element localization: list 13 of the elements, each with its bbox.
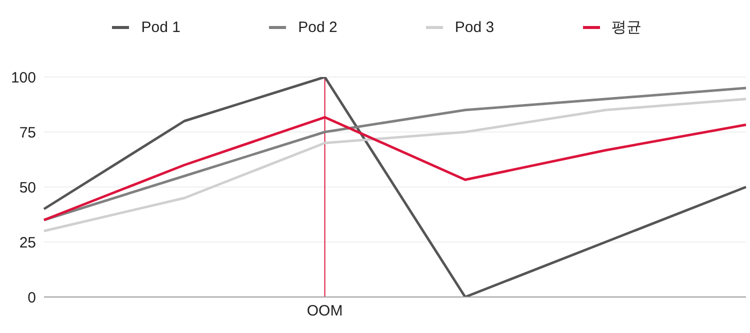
y-tick-label: 100 (10, 69, 36, 86)
y-tick-label: 50 (19, 179, 36, 196)
x-tick-label: OOM (306, 302, 343, 320)
y-tick-label: 75 (19, 124, 36, 142)
legend-label: 평균 (610, 18, 642, 37)
legend-label: Pod 3 (454, 18, 494, 37)
line-series (42, 77, 748, 297)
legend-label: Pod 1 (140, 18, 180, 37)
line-series (42, 98, 748, 232)
line-series (42, 86, 748, 222)
y-tick-label: 25 (19, 234, 36, 252)
legend-label: Pod 2 (297, 18, 338, 37)
y-tick-label: 0 (28, 289, 36, 306)
